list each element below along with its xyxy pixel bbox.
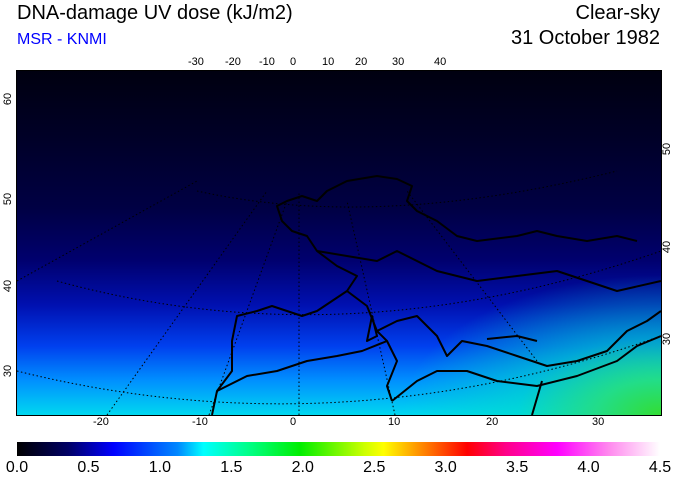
right-lat-tick: 40 bbox=[661, 240, 674, 254]
top-lon-tick: 30 bbox=[392, 56, 405, 68]
top-lon-tick: 40 bbox=[434, 56, 447, 68]
colorbar-label: 3.5 bbox=[505, 459, 529, 476]
colorbar-label: 0.5 bbox=[77, 459, 100, 476]
map-overlay bbox=[17, 170, 661, 415]
uv-dose-map bbox=[16, 70, 662, 416]
bottom-lon-tick: 0 bbox=[290, 416, 297, 428]
right-lat-tick: 50 bbox=[661, 142, 674, 156]
bottom-lon-tick: -10 bbox=[192, 416, 208, 428]
top-lon-tick: 0 bbox=[290, 56, 297, 68]
colorbar-label: 1.5 bbox=[220, 459, 243, 476]
bottom-lon-tick: 10 bbox=[388, 416, 401, 428]
top-lon-tick: -30 bbox=[188, 56, 204, 68]
map-title: DNA-damage UV dose (kJ/m2) bbox=[17, 2, 293, 24]
colorbar-label: 1.0 bbox=[148, 459, 171, 476]
right-lat-tick: 30 bbox=[661, 332, 674, 346]
colorbar-label: 2.0 bbox=[291, 459, 314, 476]
left-lat-tick: 40 bbox=[2, 279, 15, 293]
left-lat-tick: 60 bbox=[2, 92, 15, 106]
colorbar-label: 4.0 bbox=[577, 459, 600, 476]
left-lat-tick: 30 bbox=[2, 364, 15, 378]
colorbar-label: 3.0 bbox=[434, 459, 457, 476]
coastlines bbox=[211, 175, 661, 415]
colorbar-label: 0.0 bbox=[5, 459, 29, 476]
colorbar-label: 4.5 bbox=[648, 459, 672, 476]
map-date: 31 October 1982 bbox=[511, 27, 660, 49]
top-lon-tick: 10 bbox=[322, 56, 335, 68]
colorbar bbox=[17, 442, 660, 456]
top-lon-tick: -10 bbox=[259, 56, 275, 68]
bottom-lon-tick: 30 bbox=[592, 416, 605, 428]
top-lon-tick: 20 bbox=[355, 56, 368, 68]
top-lon-tick: -20 bbox=[225, 56, 241, 68]
bottom-lon-tick: -20 bbox=[93, 416, 109, 428]
sky-condition: Clear-sky bbox=[575, 2, 660, 24]
bottom-lon-tick: 20 bbox=[486, 416, 499, 428]
left-lat-tick: 50 bbox=[2, 192, 15, 206]
colorbar-label: 2.5 bbox=[363, 459, 386, 476]
graticule bbox=[17, 170, 661, 415]
map-source: MSR - KNMI bbox=[17, 31, 107, 48]
